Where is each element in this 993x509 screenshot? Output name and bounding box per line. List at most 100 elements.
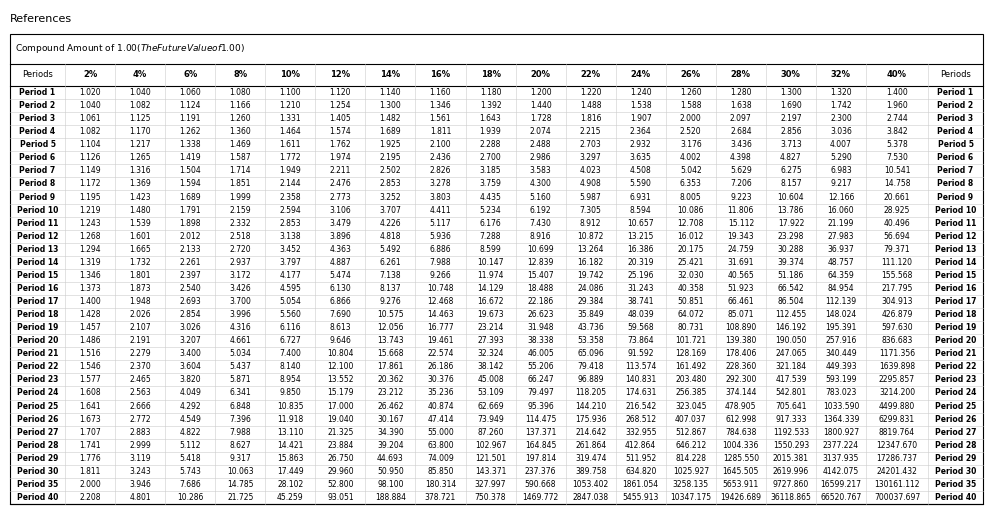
Text: 1.373: 1.373 bbox=[79, 284, 101, 293]
Text: 85.850: 85.850 bbox=[427, 467, 454, 476]
Text: 292.300: 292.300 bbox=[725, 376, 757, 384]
Text: 378.721: 378.721 bbox=[425, 493, 456, 502]
Text: 14.785: 14.785 bbox=[227, 480, 253, 489]
Text: 4.822: 4.822 bbox=[180, 428, 201, 437]
Text: 121.501: 121.501 bbox=[475, 454, 506, 463]
Text: Period 16: Period 16 bbox=[17, 284, 59, 293]
Text: 17.449: 17.449 bbox=[277, 467, 304, 476]
Text: 161.492: 161.492 bbox=[675, 362, 706, 372]
Text: 9.317: 9.317 bbox=[229, 454, 251, 463]
Text: 84.954: 84.954 bbox=[827, 284, 854, 293]
Text: 3.400: 3.400 bbox=[179, 349, 202, 358]
Text: 1.120: 1.120 bbox=[330, 88, 352, 97]
Text: 29.960: 29.960 bbox=[327, 467, 354, 476]
Text: 1.217: 1.217 bbox=[129, 140, 151, 149]
Text: 449.393: 449.393 bbox=[825, 362, 857, 372]
Text: 56.694: 56.694 bbox=[884, 232, 911, 241]
Text: 2.684: 2.684 bbox=[730, 127, 752, 136]
Text: Period 7: Period 7 bbox=[937, 166, 973, 176]
Text: 43.736: 43.736 bbox=[577, 323, 604, 332]
Text: 1.641: 1.641 bbox=[79, 402, 101, 411]
Text: 1.673: 1.673 bbox=[79, 415, 101, 423]
Text: 12.166: 12.166 bbox=[828, 192, 854, 202]
Text: 407.037: 407.037 bbox=[675, 415, 707, 423]
Text: 174.631: 174.631 bbox=[625, 388, 656, 398]
Text: 1.219: 1.219 bbox=[79, 206, 100, 215]
Text: 52.800: 52.800 bbox=[327, 480, 354, 489]
Text: 1.140: 1.140 bbox=[379, 88, 401, 97]
Text: 2.133: 2.133 bbox=[180, 245, 201, 254]
Text: 1.243: 1.243 bbox=[79, 219, 101, 228]
Text: 2.883: 2.883 bbox=[129, 428, 151, 437]
Text: Period 6: Period 6 bbox=[937, 153, 973, 162]
Text: 256.385: 256.385 bbox=[675, 388, 706, 398]
Text: 319.474: 319.474 bbox=[575, 454, 607, 463]
Text: 634.820: 634.820 bbox=[625, 467, 656, 476]
Text: 1.974: 1.974 bbox=[330, 153, 352, 162]
Text: 20.319: 20.319 bbox=[628, 258, 654, 267]
Text: 79.371: 79.371 bbox=[884, 245, 911, 254]
Text: 1.948: 1.948 bbox=[129, 297, 151, 306]
Text: 7.206: 7.206 bbox=[730, 180, 752, 188]
Text: 3.252: 3.252 bbox=[379, 192, 401, 202]
Text: 30%: 30% bbox=[780, 71, 800, 79]
Text: 16%: 16% bbox=[430, 71, 451, 79]
Text: 5.160: 5.160 bbox=[529, 192, 551, 202]
Text: 1.400: 1.400 bbox=[886, 88, 908, 97]
Text: Period 18: Period 18 bbox=[17, 310, 59, 319]
Text: 2.000: 2.000 bbox=[79, 480, 101, 489]
Text: 1469.772: 1469.772 bbox=[522, 493, 559, 502]
Text: 2.211: 2.211 bbox=[330, 166, 352, 176]
Text: 1.360: 1.360 bbox=[229, 127, 251, 136]
Text: 32.324: 32.324 bbox=[478, 349, 503, 358]
Text: 2.773: 2.773 bbox=[330, 192, 352, 202]
Text: Period 9: Period 9 bbox=[937, 192, 973, 202]
Text: 5.054: 5.054 bbox=[279, 297, 301, 306]
Text: 6.848: 6.848 bbox=[229, 402, 251, 411]
Text: 9.266: 9.266 bbox=[430, 271, 452, 280]
Text: 3137.935: 3137.935 bbox=[823, 454, 859, 463]
Text: 3.604: 3.604 bbox=[179, 362, 202, 372]
Text: 4.508: 4.508 bbox=[630, 166, 651, 176]
Text: 1.268: 1.268 bbox=[79, 232, 100, 241]
Text: 4.661: 4.661 bbox=[229, 336, 251, 345]
Text: 26.750: 26.750 bbox=[327, 454, 354, 463]
Text: 30.167: 30.167 bbox=[377, 415, 404, 423]
Text: 23.884: 23.884 bbox=[327, 441, 354, 450]
Text: 590.668: 590.668 bbox=[525, 480, 556, 489]
Text: 1.125: 1.125 bbox=[129, 114, 151, 123]
Text: 1192.533: 1192.533 bbox=[773, 428, 809, 437]
Text: 2.476: 2.476 bbox=[330, 180, 352, 188]
Text: 3.820: 3.820 bbox=[180, 376, 201, 384]
Text: 1.440: 1.440 bbox=[529, 101, 551, 110]
Text: 27.983: 27.983 bbox=[828, 232, 854, 241]
Text: 2.666: 2.666 bbox=[129, 402, 151, 411]
Text: Compound Amount of $1.00 (The Future Value of $1.00): Compound Amount of $1.00 (The Future Val… bbox=[15, 42, 245, 55]
Text: 237.376: 237.376 bbox=[525, 467, 556, 476]
Text: 1.608: 1.608 bbox=[79, 388, 101, 398]
Text: 13.264: 13.264 bbox=[577, 245, 604, 254]
Text: 23.214: 23.214 bbox=[478, 323, 503, 332]
Text: 2.520: 2.520 bbox=[680, 127, 702, 136]
Text: 1.469: 1.469 bbox=[229, 140, 251, 149]
Text: 1.346: 1.346 bbox=[79, 271, 101, 280]
Text: 750.378: 750.378 bbox=[475, 493, 506, 502]
Text: 1.587: 1.587 bbox=[229, 153, 251, 162]
Text: 1.939: 1.939 bbox=[480, 127, 501, 136]
Text: 74.009: 74.009 bbox=[427, 454, 454, 463]
Text: 10.286: 10.286 bbox=[177, 493, 204, 502]
Text: 3.436: 3.436 bbox=[730, 140, 752, 149]
Text: 38.338: 38.338 bbox=[527, 336, 554, 345]
Text: 2.097: 2.097 bbox=[730, 114, 752, 123]
Text: 1.170: 1.170 bbox=[129, 127, 151, 136]
Text: Period 10: Period 10 bbox=[934, 206, 976, 215]
Text: Period 24: Period 24 bbox=[17, 388, 59, 398]
Text: 1.816: 1.816 bbox=[580, 114, 602, 123]
Text: 228.360: 228.360 bbox=[725, 362, 757, 372]
Text: 10.804: 10.804 bbox=[327, 349, 354, 358]
Text: 188.884: 188.884 bbox=[375, 493, 406, 502]
Text: 2619.996: 2619.996 bbox=[773, 467, 809, 476]
Text: 1.294: 1.294 bbox=[79, 245, 101, 254]
Text: 3.946: 3.946 bbox=[129, 480, 151, 489]
Text: 3.759: 3.759 bbox=[480, 180, 501, 188]
